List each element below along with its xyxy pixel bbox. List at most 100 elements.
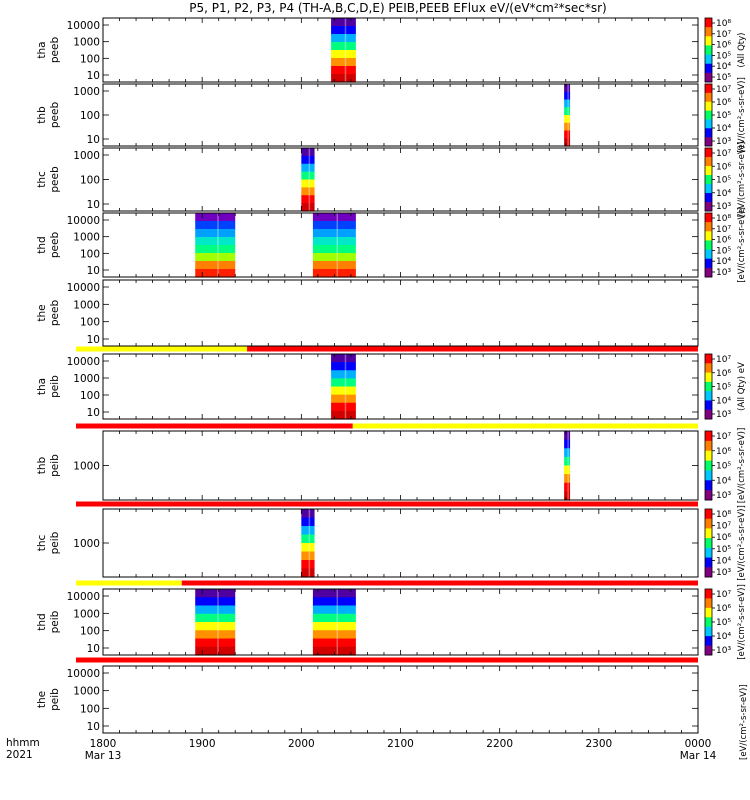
- spectrogram-band: [301, 179, 315, 188]
- colorbar-tick-label: 10³: [716, 202, 731, 212]
- colorbar-tick-label: 10⁴: [716, 396, 731, 406]
- spectrogram-band: [312, 253, 356, 262]
- colorbar-tick-label: 10⁵: [716, 383, 731, 393]
- colorbar-segment: [705, 137, 712, 147]
- spectrogram-streak: [308, 509, 311, 577]
- spectrogram-band: [195, 605, 236, 615]
- panel-probe-label: thd: [36, 236, 48, 253]
- panel-the-peeb: 10000 1000 100 10 the peeb: [36, 279, 699, 347]
- spectrogram-band: [312, 646, 356, 656]
- spectrogram-band: [331, 26, 356, 35]
- spectrogram-band: [301, 509, 315, 519]
- panel-y-tick-label: 1000: [73, 150, 100, 162]
- panel-y-tick-label: 10000: [67, 591, 100, 603]
- colorbar-tick-label: 10³: [716, 137, 731, 147]
- colorbar-tick-label: 10⁴: [716, 632, 731, 642]
- colorbar-label: [eV/(cm²-s-sr-eV)]: [737, 207, 747, 283]
- panel-instrument-label: peib: [49, 610, 61, 633]
- panel-y-tick-label: 1000: [73, 608, 100, 620]
- spectrogram-streak: [308, 148, 311, 211]
- spectrogram-band: [301, 195, 315, 204]
- panel-probe-label: thc: [36, 171, 48, 188]
- spectrogram-band: [331, 74, 356, 83]
- figure-title: P5, P1, P2, P3, P4 (TH-A,B,C,D,E) PEIB,P…: [189, 1, 606, 15]
- spectrogram-band: [331, 66, 356, 75]
- spectrogram-band: [312, 229, 356, 238]
- colorbar-segment: [705, 509, 712, 520]
- colorbar-segment: [705, 84, 712, 94]
- spectrogram-band: [312, 613, 356, 623]
- colorbar-tick-label: 10⁶: [716, 98, 731, 108]
- colorbar-tick-label: 10³: [716, 268, 731, 278]
- colorbar-segment: [705, 431, 712, 442]
- spectrogram-band: [312, 269, 356, 278]
- panel-y-tick-label: 1000: [73, 299, 100, 311]
- spectrogram-band: [195, 613, 236, 623]
- panel-y-tick-label: 1000: [73, 37, 100, 49]
- colorbar-tick-label: 10³: [716, 646, 731, 656]
- colorbar-tick-label: 10⁷: [716, 30, 731, 40]
- spectrogram-band: [195, 269, 236, 278]
- colorbar-segment: [705, 157, 712, 167]
- colorbar-tick-label: 10⁷: [716, 590, 731, 600]
- colorbar-segment: [705, 470, 712, 481]
- colorbar-segment: [705, 391, 712, 401]
- mode-bar-segment: [76, 657, 698, 663]
- panel-instrument-label: peib: [49, 531, 61, 554]
- panel-y-tick-label: 1000: [73, 373, 100, 385]
- colorbar-label: [eV/(cm²-s-sr-eV)]: [737, 505, 747, 581]
- colorbar-tick-label: 10⁷: [716, 522, 731, 532]
- spectrogram-band: [312, 213, 356, 222]
- spectrogram-streak: [344, 18, 347, 82]
- colorbar-tick-label: 10⁷: [716, 225, 731, 235]
- spectrogram-band: [301, 526, 315, 536]
- colorbar-segment: [705, 166, 712, 176]
- panel-y-tick-label: 10: [87, 334, 100, 346]
- spectrogram-band: [564, 448, 571, 458]
- colorbar-tick-label: 10⁸: [716, 19, 731, 29]
- spectrogram-band: [331, 394, 356, 404]
- spectrogram-band: [312, 630, 356, 640]
- spectrogram-band: [195, 589, 236, 598]
- colorbar-tick-label: 10⁶: [716, 236, 731, 246]
- colorbar-tick-label: 10⁵: [716, 462, 731, 472]
- colorbar-segment: [705, 18, 712, 28]
- spectrogram-band: [564, 465, 571, 475]
- colorbar-frame: [704, 508, 713, 578]
- spectrogram-band: [312, 221, 356, 230]
- panel-instrument-label: peib: [49, 454, 61, 477]
- panel-y-tick-label: 10000: [67, 668, 100, 680]
- panel-frame: [102, 588, 699, 656]
- colorbar-label: (All Qty) eV: [737, 362, 747, 411]
- spectrogram-band: [564, 456, 571, 467]
- mode-bar-segment: [76, 346, 248, 352]
- panel-y-tick-label: 100: [80, 53, 100, 65]
- spectrogram-streak: [336, 589, 339, 655]
- spectrogram-band: [195, 622, 236, 631]
- colorbar-tick-label: 10⁷: [716, 149, 731, 159]
- x-tick-label: 1800: [90, 738, 117, 750]
- panel-probe-label: thd: [36, 613, 48, 630]
- colorbar-tick-label: 10⁴: [716, 476, 731, 486]
- spectrogram-band: [195, 253, 236, 262]
- spectrogram-band: [301, 155, 315, 165]
- colorbar-tick-label: 10⁶: [716, 447, 731, 457]
- x-tick-label: 2000: [288, 738, 315, 750]
- colorbar-tick-label: 10⁵: [716, 73, 731, 83]
- spectrogram-band: [301, 517, 315, 527]
- panel-frame: [102, 212, 699, 278]
- colorbar-segment: [705, 645, 712, 656]
- spectrogram-streak: [336, 213, 339, 277]
- colorbar-segment: [705, 450, 712, 462]
- colorbar-tick-label: 10⁸: [716, 510, 731, 520]
- spectrogram-band: [564, 91, 571, 101]
- colorbar-tick-label: 10⁷: [716, 355, 731, 365]
- panel-probe-label: thb: [36, 456, 48, 474]
- panel-y-tick-label: 1000: [73, 232, 100, 244]
- colorbar-segment: [705, 636, 712, 647]
- panel-y-tick-label: 10: [87, 721, 100, 733]
- panel-instrument-label: peeb: [49, 300, 61, 327]
